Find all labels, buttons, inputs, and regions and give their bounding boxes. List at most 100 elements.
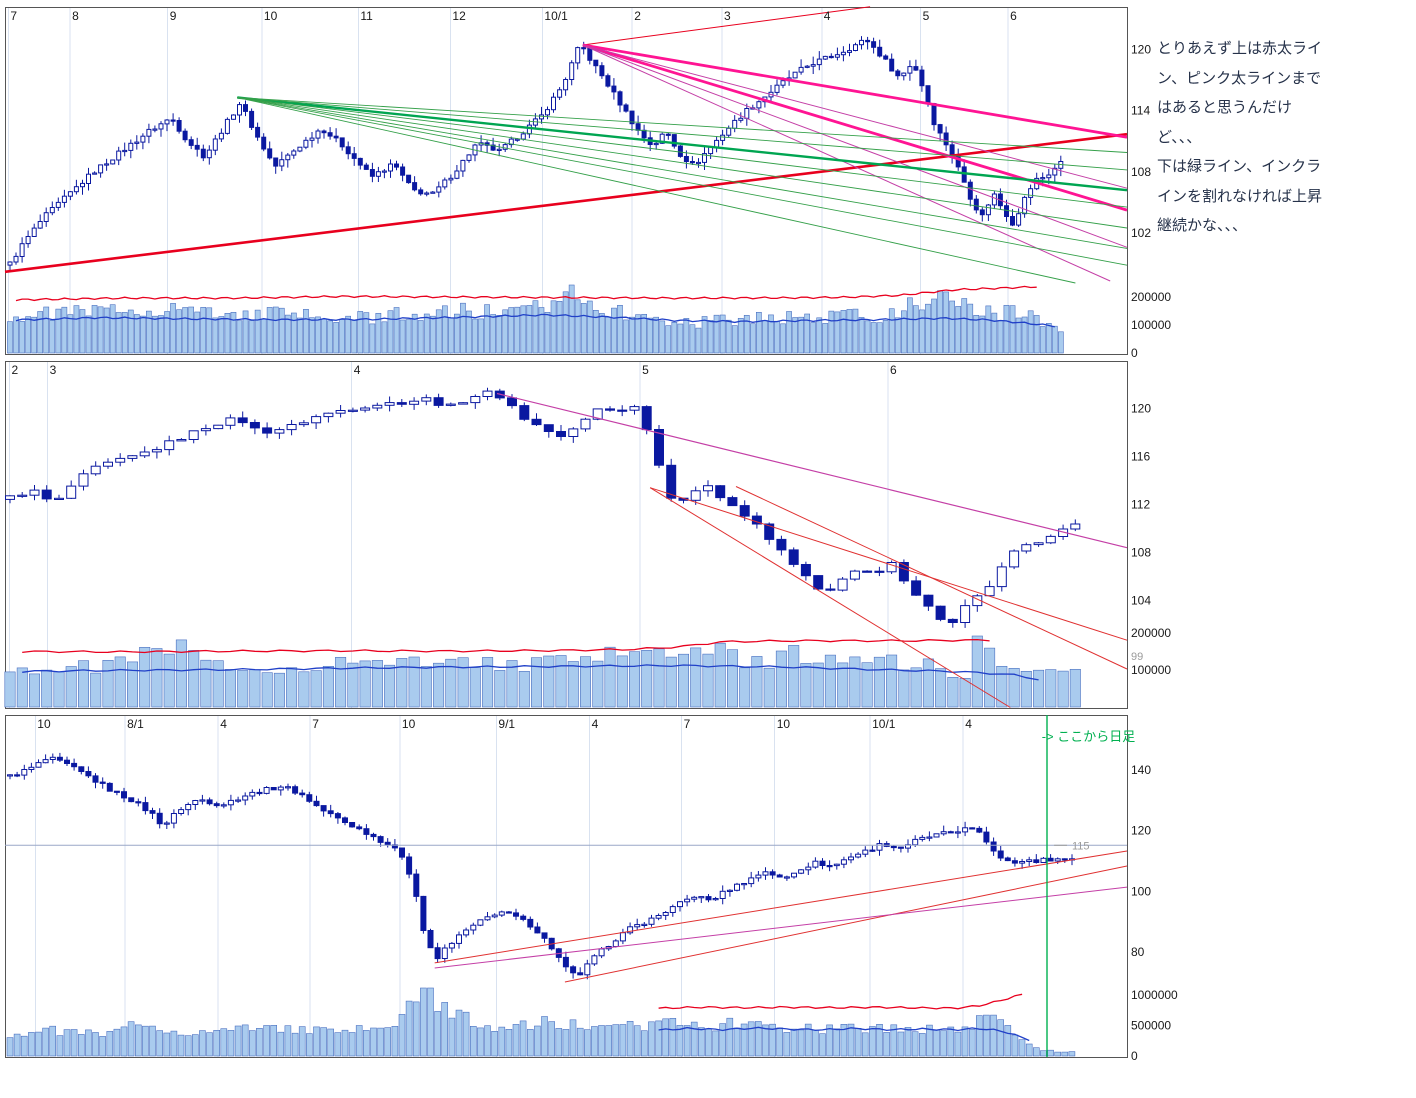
trend-line-magenta-3[interactable] [582, 44, 1111, 282]
trend-line-magenta[interactable] [496, 392, 1128, 549]
candle [14, 774, 21, 777]
candle [587, 47, 593, 61]
volume-bar [327, 1028, 335, 1057]
volume-bar [1004, 1025, 1012, 1057]
candle [424, 192, 430, 195]
chart-panel-3[interactable]: -> ここから日足 115 10 8/1 4 7 10 9/1 4 7 10 10/1 4 140 120 1… [5, 715, 1178, 1063]
candle [1033, 859, 1040, 863]
volume-ma-blue [15, 313, 1055, 328]
trend-line-red-channel-1[interactable] [649, 487, 1011, 708]
volume-bar [248, 320, 255, 354]
volume-bar [420, 666, 432, 708]
analysis-note-line: とりあえず上は赤太ライ [1157, 39, 1323, 57]
candle [360, 407, 371, 411]
candle [1054, 858, 1061, 862]
trend-line-red-support-2[interactable] [564, 865, 1128, 983]
candle [726, 889, 733, 892]
volume-bar [612, 1024, 620, 1057]
trend-line-magenta-1[interactable] [582, 44, 1128, 189]
volume-bar [151, 648, 163, 708]
candle [291, 150, 297, 156]
candle [256, 791, 263, 795]
trend-line-green-3[interactable] [237, 97, 1128, 208]
trend-line-green-1[interactable] [237, 97, 1128, 153]
volume-bar [886, 654, 898, 708]
volume-bar [61, 306, 68, 354]
candle [231, 114, 236, 120]
candle [726, 127, 732, 136]
candle [113, 790, 120, 793]
volume-bar [846, 309, 853, 354]
candle [194, 144, 200, 150]
trend-line-magenta-2[interactable] [582, 44, 1128, 248]
trend-line-red-support-1[interactable] [434, 850, 1128, 964]
candle [901, 72, 907, 77]
trend-line-magenta-support[interactable] [434, 886, 1128, 969]
trend-line-thick-green[interactable] [237, 96, 1128, 192]
trend-line-green-2[interactable] [237, 97, 1128, 171]
volume-bar [906, 297, 913, 354]
trend-line-green-4[interactable] [237, 97, 1128, 229]
volume-bar [127, 309, 134, 354]
volume-bar [412, 1001, 420, 1057]
volume-bar [792, 317, 798, 354]
volume-bar [433, 662, 445, 708]
candle [545, 109, 550, 116]
candle [64, 759, 70, 765]
volume-bar [441, 305, 448, 354]
candle [871, 41, 877, 48]
volume-bar [284, 1025, 292, 1057]
candle [286, 424, 297, 431]
candle [734, 883, 740, 891]
trend-line-red-channel-3[interactable] [649, 487, 1128, 641]
x-axis-label: 5 [642, 363, 649, 377]
volume-bar [423, 313, 430, 354]
volume-bar [206, 1032, 213, 1057]
volume-bar [273, 672, 285, 708]
chart-panel-2[interactable]: 99 2 3 4 5 6 120 116 112 108 104 200000 100000 [4, 361, 1172, 709]
candle [837, 578, 848, 591]
candle [73, 186, 79, 193]
volume-bar [469, 1026, 477, 1057]
price-marker: 115 [1072, 840, 1090, 852]
volume-bar [647, 317, 653, 354]
candle [764, 523, 775, 540]
volume-axis-label: 200000 [1131, 290, 1171, 304]
candle [335, 410, 346, 414]
volume-bar [327, 320, 333, 354]
volume-bar [505, 1029, 513, 1057]
candle [356, 826, 363, 830]
volume-bar [918, 1033, 926, 1057]
chart-panel-1[interactable]: 7 8 9 10 11 12 10/1 2 3 4 5 6 120 114 108 102 200000 1000… [4, 6, 1171, 360]
x-axis-label: 10/1 [544, 9, 568, 23]
volume-axis-label: 200000 [1131, 626, 1171, 640]
candle [66, 485, 77, 499]
candle [142, 802, 149, 812]
volume-bar [200, 306, 207, 354]
trend-line-green-5[interactable] [237, 97, 1128, 249]
volume-bar [170, 303, 176, 354]
volume-bar [725, 319, 732, 354]
volume-bar [427, 987, 434, 1057]
trend-line-thick-pink-upper[interactable] [582, 43, 1128, 139]
volume-bar [115, 312, 122, 354]
candle [739, 505, 750, 517]
volume-bar [947, 1026, 955, 1057]
trend-line-thin-red[interactable] [582, 6, 871, 46]
volume-bar [370, 1027, 377, 1057]
candle [962, 827, 969, 833]
trend-line-thick-red[interactable] [4, 132, 1128, 274]
candle [876, 843, 883, 851]
volume-bar [441, 1002, 449, 1057]
candle [935, 605, 946, 620]
volume-bar [973, 314, 980, 354]
volume-bar [218, 316, 225, 354]
x-axis-label: 7 [312, 717, 319, 731]
trend-line-thick-pink-lower[interactable] [582, 43, 1128, 212]
trend-line-green-7[interactable] [237, 97, 1076, 284]
trend-line-green-6[interactable] [237, 97, 1128, 266]
volume-bar [1015, 317, 1022, 354]
volume-bar [641, 649, 653, 708]
volume-bar [869, 1026, 876, 1057]
candle [741, 883, 748, 886]
